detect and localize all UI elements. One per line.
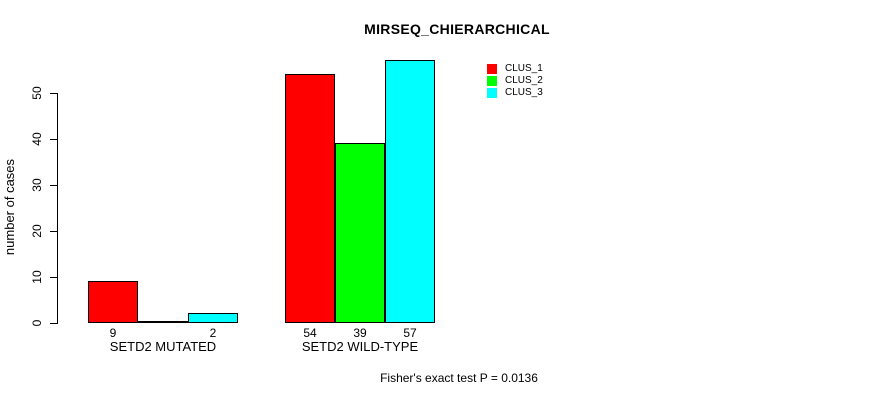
y-tick-label: 20 xyxy=(30,224,44,238)
bar-clus-3-group1 xyxy=(188,313,238,323)
legend-row-clus_1: CLUS_1 xyxy=(487,64,543,74)
y-tick-mark xyxy=(50,93,57,94)
bar-clus-2-group2 xyxy=(335,143,385,323)
legend-swatch-icon xyxy=(487,88,497,98)
bar-clus-1-group2 xyxy=(285,74,335,323)
y-tick-mark xyxy=(50,231,57,232)
bar-value-label: 2 xyxy=(209,326,217,340)
y-tick-label: 0 xyxy=(30,319,44,327)
legend-swatch-icon xyxy=(487,76,497,86)
bar-clus-1-group1 xyxy=(88,281,138,323)
legend-row-clus_2: CLUS_2 xyxy=(487,76,543,86)
y-tick-mark xyxy=(50,185,57,186)
bar-value-label: 54 xyxy=(303,326,317,340)
y-tick-label: 30 xyxy=(30,178,44,192)
bar-clus-3-group2 xyxy=(385,60,435,323)
legend-label: CLUS_1 xyxy=(505,63,543,74)
y-tick-mark xyxy=(50,139,57,140)
legend-swatch-icon xyxy=(487,64,497,74)
category-label: SETD2 WILD-TYPE xyxy=(301,339,419,354)
chart-title: MIRSEQ_CHIERARCHICAL xyxy=(364,21,550,37)
y-tick-label: 40 xyxy=(30,132,44,146)
bar-value-label: 57 xyxy=(403,326,417,340)
y-axis-label: number of cases xyxy=(2,158,17,256)
bar-clus-2-group1-zero xyxy=(138,321,188,323)
category-label: SETD2 MUTATED xyxy=(109,339,217,354)
annotation-fisher-test: Fisher's exact test P = 0.0136 xyxy=(380,371,538,385)
y-tick-label: 50 xyxy=(30,86,44,100)
y-tick-label: 10 xyxy=(30,270,44,284)
legend: CLUS_1 CLUS_2 CLUS_3 xyxy=(487,64,543,100)
bar-value-label: 9 xyxy=(109,326,117,340)
bar-value-label: 39 xyxy=(353,326,367,340)
legend-label: CLUS_3 xyxy=(505,87,543,98)
legend-label: CLUS_2 xyxy=(505,75,543,86)
legend-row-clus_3: CLUS_3 xyxy=(487,88,543,98)
y-tick-mark xyxy=(50,277,57,278)
y-tick-mark xyxy=(50,323,57,324)
y-axis-line xyxy=(57,93,58,324)
